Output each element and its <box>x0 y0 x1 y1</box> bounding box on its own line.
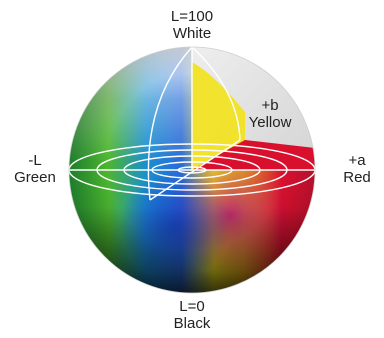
label-minus-l: -L <box>28 152 42 169</box>
label-l100: L=100 <box>170 8 214 25</box>
label-black-bottom: L=0 Black <box>142 298 242 332</box>
meridian-arc-side <box>191 46 241 141</box>
label-plus-a: +a <box>348 152 366 169</box>
label-black: Black <box>173 315 211 332</box>
label-yellow-inner: +b Yellow <box>238 97 302 131</box>
label-green: Green <box>14 169 56 186</box>
label-plus-b: +b <box>261 97 279 114</box>
label-l0: L=0 <box>179 298 205 315</box>
label-red: Red <box>343 169 371 186</box>
label-white: White <box>172 25 212 42</box>
label-red-right: +a Red <box>326 152 384 186</box>
b-axis-line <box>149 139 241 201</box>
label-yellow: Yellow <box>248 114 292 131</box>
label-white-top: L=100 White <box>142 8 242 42</box>
sphere-outline <box>68 46 316 294</box>
meridian-arc-front <box>147 46 193 201</box>
label-green-left: -L Green <box>0 152 70 186</box>
yellow-inner-wall <box>192 62 245 170</box>
